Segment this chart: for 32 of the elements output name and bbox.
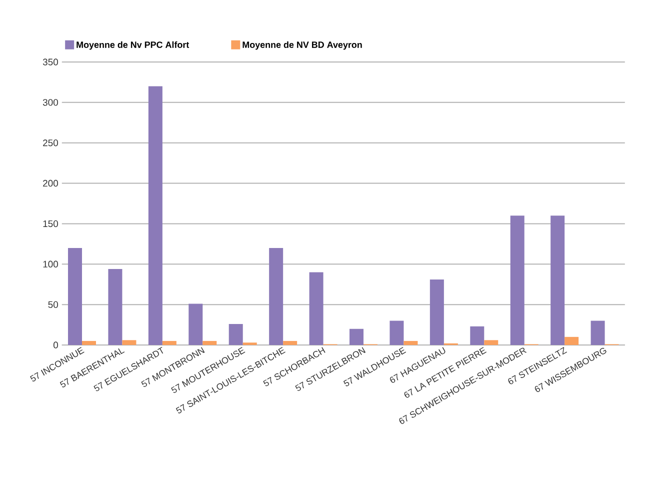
y-tick-label: 350 — [42, 58, 58, 66]
bar — [269, 248, 284, 345]
bar — [148, 86, 162, 345]
bar — [82, 340, 96, 345]
bar — [309, 272, 324, 345]
bar — [404, 340, 418, 345]
bar — [430, 280, 444, 345]
y-tick-label: 100 — [43, 260, 58, 268]
bar — [564, 336, 579, 345]
bar — [510, 216, 524, 345]
bar — [550, 216, 565, 345]
bar — [470, 326, 484, 345]
bar — [228, 324, 243, 345]
y-tick-label: 0 — [53, 342, 58, 348]
bar — [350, 328, 364, 345]
legend-label: Moyenne de Nv PPC Alfort — [76, 41, 190, 50]
bar — [590, 320, 605, 345]
y-tick-label: 150 — [43, 220, 58, 228]
bar — [484, 340, 498, 345]
y-tick-label: 50 — [48, 301, 58, 308]
bar — [283, 340, 298, 345]
bar — [188, 304, 203, 345]
bar — [68, 248, 82, 345]
bar — [122, 340, 136, 345]
bar — [390, 320, 404, 345]
bar — [162, 340, 176, 345]
bar — [202, 340, 217, 345]
y-tick-label: 250 — [43, 140, 58, 146]
y-tick-label: 300 — [42, 99, 58, 106]
legend-label: Moyenne de NV BD Aveyron — [242, 41, 362, 50]
bar — [108, 268, 122, 345]
y-tick-label: 200 — [43, 180, 58, 187]
